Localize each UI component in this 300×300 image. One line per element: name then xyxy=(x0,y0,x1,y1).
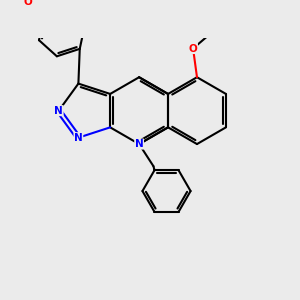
Text: N: N xyxy=(54,106,63,116)
Text: O: O xyxy=(189,44,197,53)
Text: N: N xyxy=(74,133,83,143)
Text: N: N xyxy=(135,139,143,149)
Text: O: O xyxy=(24,0,32,7)
